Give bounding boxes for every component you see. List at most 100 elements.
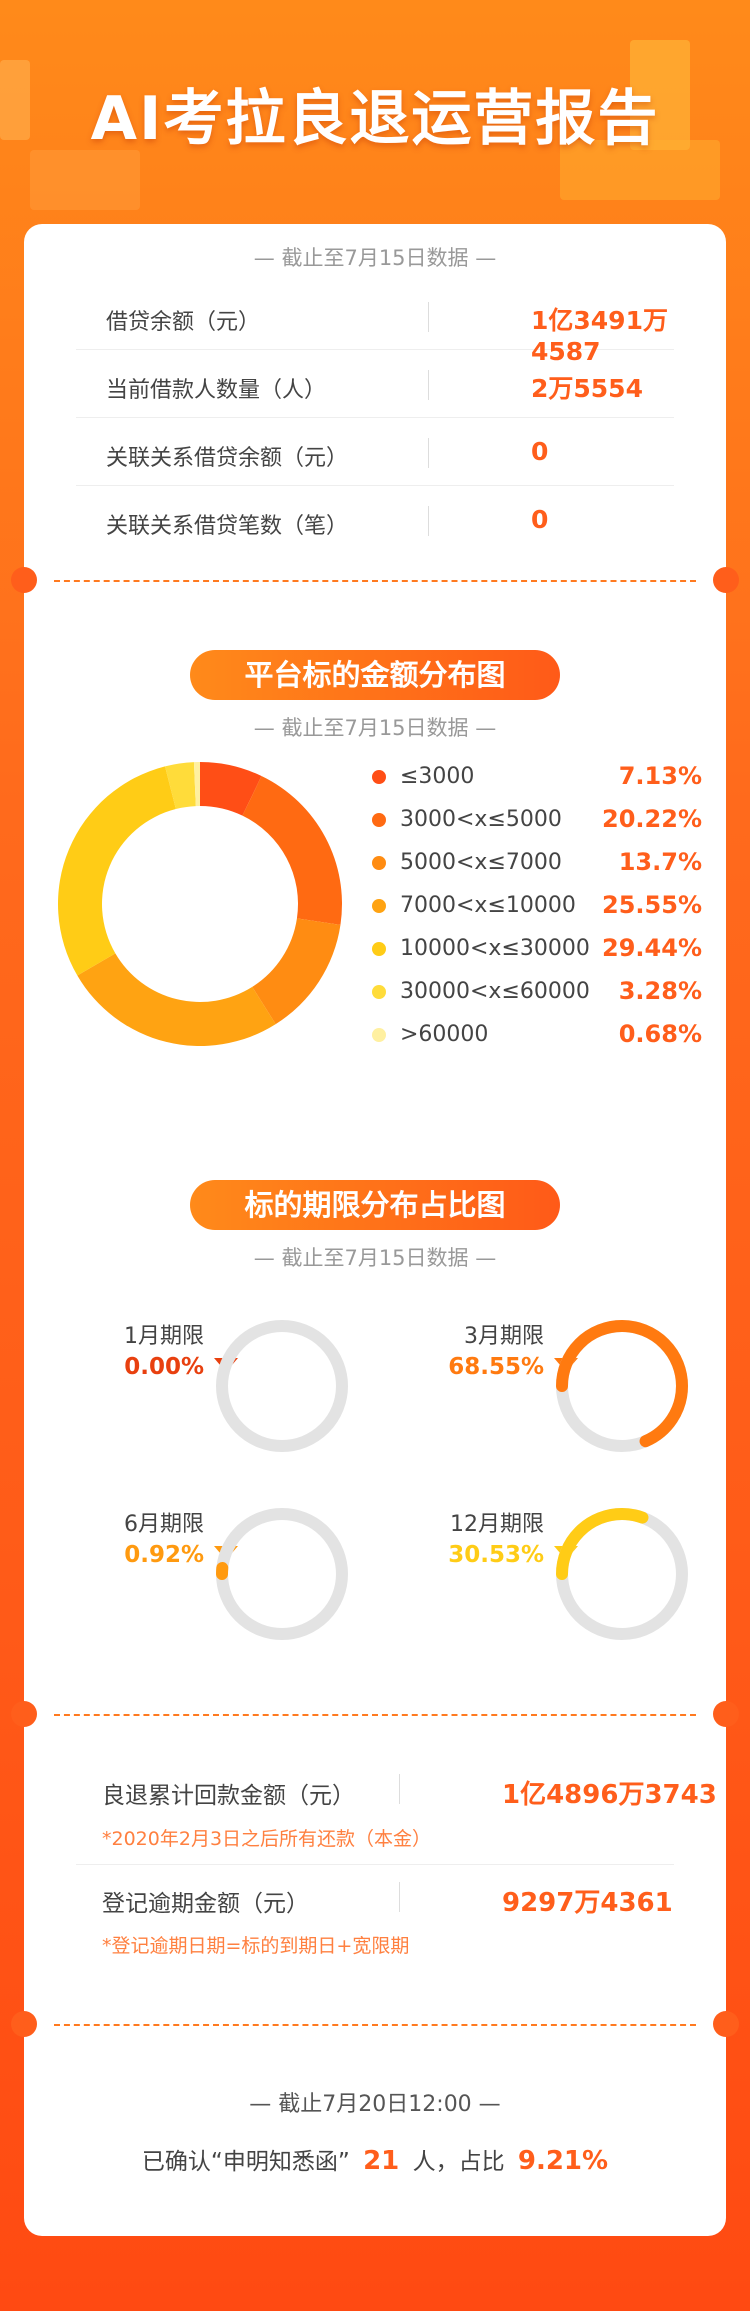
legend-dot bbox=[372, 1028, 386, 1042]
legend-item: 30000<x≤60000 3.28% bbox=[362, 977, 702, 1007]
footer-confirm: 已确认“申明知悉函” 21 人，占比 9.21% bbox=[24, 2142, 726, 2176]
legend-value: 20.22% bbox=[602, 805, 702, 833]
legend-dot bbox=[372, 813, 386, 827]
legend-item: 7000<x≤10000 25.55% bbox=[362, 891, 702, 921]
legend-value: 29.44% bbox=[602, 934, 702, 962]
section-as-of: — 截止至7月15日数据 — bbox=[253, 1246, 497, 1270]
legend-dot bbox=[372, 899, 386, 913]
summary-row: 关联关系借贷笔数（笔） 0 bbox=[76, 486, 674, 554]
term-progress-ring bbox=[556, 1320, 688, 1452]
repay-note: *2020年2月3日之后所有还款（本金） bbox=[102, 1828, 432, 1850]
ring-progress bbox=[556, 1320, 688, 1452]
decor-block bbox=[0, 60, 30, 140]
legend-item: 10000<x≤30000 29.44% bbox=[362, 934, 702, 964]
donut-slice bbox=[165, 762, 196, 810]
divider bbox=[54, 1714, 696, 1716]
term-progress-ring bbox=[556, 1508, 688, 1640]
term-label-block: 1月期限 0.00% bbox=[64, 1318, 204, 1380]
legend-label: 7000<x≤10000 bbox=[400, 893, 576, 918]
legend-dot bbox=[372, 985, 386, 999]
legend-label: 3000<x≤5000 bbox=[400, 807, 562, 832]
summary-label: 关联关系借贷余额（元） bbox=[106, 446, 349, 471]
repay-label: 良退累计回款金额（元） bbox=[102, 1783, 355, 1809]
legend-label: ≤3000 bbox=[400, 764, 475, 789]
term-percent: 30.53% bbox=[448, 1542, 544, 1568]
notch bbox=[713, 567, 739, 593]
summary-label: 借贷余额（元） bbox=[106, 310, 261, 335]
report-card: — 截止至7月15日数据 — 借贷余额（元） 1亿3491万4587 当前借款人… bbox=[11, 224, 739, 2236]
legend-value: 7.13% bbox=[618, 762, 702, 790]
term-percent: 0.92% bbox=[124, 1542, 204, 1568]
notch bbox=[11, 1701, 37, 1727]
legend-dot bbox=[372, 770, 386, 784]
donut-slice bbox=[77, 953, 276, 1046]
legend-dot bbox=[372, 942, 386, 956]
term-percent: 0.00% bbox=[124, 1354, 204, 1380]
section-as-of: — 截止至7月15日数据 — bbox=[253, 716, 497, 740]
overdue-note: *登记逾期日期=标的到期日+宽限期 bbox=[102, 1935, 410, 1957]
page-title: AI考拉良退运营报告 bbox=[90, 84, 660, 154]
notch bbox=[11, 567, 37, 593]
term-progress-ring bbox=[216, 1508, 348, 1640]
legend-label: >60000 bbox=[400, 1022, 489, 1047]
term-label-block: 3月期限 68.55% bbox=[404, 1318, 544, 1380]
legend-label: 30000<x≤60000 bbox=[400, 979, 590, 1004]
repay-value: 1亿4896万3743 bbox=[502, 1780, 717, 1810]
donut-slice bbox=[200, 762, 262, 816]
legend-item: ≤3000 7.13% bbox=[362, 762, 702, 792]
ring-progress bbox=[556, 1508, 688, 1640]
donut-slice bbox=[252, 918, 341, 1025]
section-title-amount: 平台标的金额分布图 bbox=[190, 650, 560, 700]
legend-value: 3.28% bbox=[618, 977, 702, 1005]
term-name: 1月期限 bbox=[124, 1324, 204, 1349]
ring-progress bbox=[216, 1508, 348, 1640]
term-name: 6月期限 bbox=[124, 1512, 204, 1537]
term-progress-ring bbox=[216, 1320, 348, 1452]
summary-value: 2万5554 bbox=[531, 374, 643, 403]
legend-label: 10000<x≤30000 bbox=[400, 936, 590, 961]
donut-slice bbox=[193, 762, 200, 807]
legend-item: 3000<x≤5000 20.22% bbox=[362, 805, 702, 835]
term-percent: 68.55% bbox=[448, 1354, 544, 1380]
term-name: 3月期限 bbox=[464, 1324, 544, 1349]
ring-track bbox=[216, 1508, 348, 1640]
summary-label: 关联关系借贷笔数（笔） bbox=[106, 514, 349, 539]
overdue-value: 9297万4361 bbox=[502, 1888, 673, 1918]
summary-label: 当前借款人数量（人） bbox=[106, 378, 327, 403]
decor-block bbox=[30, 150, 140, 210]
term-label-block: 12月期限 30.53% bbox=[404, 1506, 544, 1568]
ring-track bbox=[216, 1320, 348, 1452]
legend-value: 0.68% bbox=[618, 1020, 702, 1048]
summary-row: 当前借款人数量（人） 2万5554 bbox=[76, 350, 674, 418]
summary-row: 关联关系借贷余额（元） 0 bbox=[76, 418, 674, 486]
footer-pct: 9.21% bbox=[517, 2146, 609, 2176]
summary-value: 1亿3491万4587 bbox=[531, 306, 668, 366]
donut-slice bbox=[242, 776, 342, 925]
notch bbox=[11, 2011, 37, 2037]
footer-pre: 已确认“申明知悉函” bbox=[141, 2149, 350, 2175]
overdue-label: 登记逾期金额（元） bbox=[102, 1891, 309, 1917]
notch bbox=[713, 1701, 739, 1727]
legend-label: 5000<x≤7000 bbox=[400, 850, 562, 875]
legend-item: >60000 0.68% bbox=[362, 1020, 702, 1050]
decor-block bbox=[560, 140, 720, 200]
footer-mid: 人，占比 bbox=[412, 2149, 505, 2175]
footer-count: 21 bbox=[363, 2146, 400, 2176]
legend-value: 13.7% bbox=[618, 848, 702, 876]
divider bbox=[54, 580, 696, 582]
summary-value: 0 bbox=[531, 437, 549, 466]
legend-item: 5000<x≤7000 13.7% bbox=[362, 848, 702, 878]
summary-value: 0 bbox=[531, 505, 549, 534]
legend-dot bbox=[372, 856, 386, 870]
footer-as-of: — 截止7月20日12:00 — bbox=[249, 2092, 501, 2117]
divider bbox=[54, 2024, 696, 2026]
amount-donut-chart bbox=[58, 762, 342, 1046]
term-name: 12月期限 bbox=[450, 1512, 544, 1537]
donut-slice bbox=[58, 766, 176, 976]
term-label-block: 6月期限 0.92% bbox=[64, 1506, 204, 1568]
section-title-term: 标的期限分布占比图 bbox=[190, 1180, 560, 1230]
summary-row: 借贷余额（元） 1亿3491万4587 bbox=[76, 282, 674, 366]
legend-value: 25.55% bbox=[602, 891, 702, 919]
notch bbox=[713, 2011, 739, 2037]
as-of-date: — 截止至7月15日数据 — bbox=[253, 246, 497, 270]
